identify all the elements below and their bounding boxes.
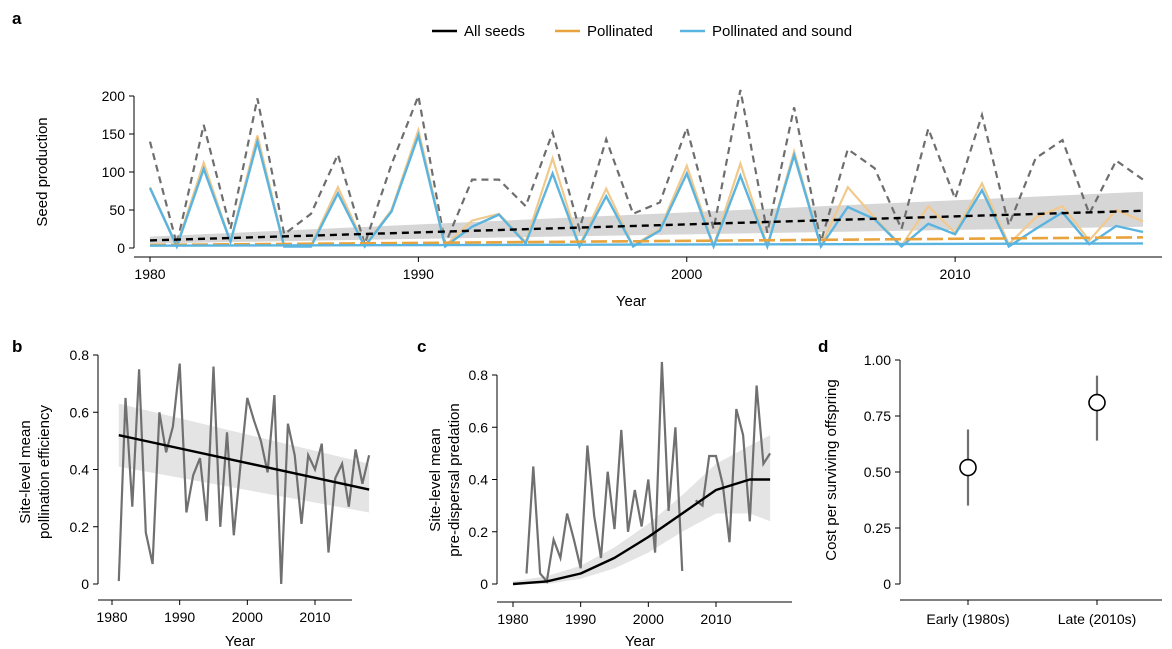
series-pollinated-sound [148, 131, 1144, 251]
x-tick-label: 1980 [96, 609, 127, 625]
trend-line [118, 433, 370, 491]
x-tick-label: 2000 [633, 611, 664, 627]
y-tick-label: 0.2 [469, 524, 489, 540]
y-tick-label: 0.50 [864, 464, 891, 480]
y-tick-label: 0.4 [469, 472, 489, 488]
panel-letter-b: b [12, 337, 22, 356]
y-tick-label: 0.75 [864, 408, 891, 424]
x-tick-label: 1990 [403, 266, 434, 282]
legend-label-all-seeds: All seeds [464, 23, 525, 40]
trend-all-seeds [149, 209, 1144, 242]
y-axis-title-line: pre-dispersal predation [446, 403, 463, 556]
x-tick-label: 2000 [671, 266, 702, 282]
panel-b-pollination-efficiency: 0 0.2 0.4 0.6 0.8 1980 1990 2000 2010 Year Site-le… [17, 347, 371, 649]
legend-label-sound: Pollinated and sound [712, 23, 852, 40]
y-tick-label: 0 [883, 576, 891, 592]
y-tick-label: 0.6 [70, 404, 90, 420]
y-axis: 0 0.25 0.50 0.75 1.00 [864, 352, 901, 592]
y-axis-title: Cost per surviving offspring [823, 379, 840, 560]
x-axis: 1980 1990 2000 2010 [134, 256, 1162, 282]
x-tick-label: 2010 [299, 609, 330, 625]
x-tick-label: 1980 [134, 266, 165, 282]
trend-pollinated [149, 236, 1144, 247]
panel-d-cost: 0 0.25 0.50 0.75 1.00 Early (1980s) Late (2010… [823, 352, 1162, 627]
y-tick-label: 50 [109, 202, 125, 218]
y-tick-label: 100 [102, 164, 126, 180]
y-axis-title: Site-level mean pollination efficiency [17, 405, 53, 539]
x-tick-label: 2010 [700, 611, 731, 627]
y-tick-label: 0.4 [70, 462, 90, 478]
y-axis: 0 50 100 150 200 [102, 88, 135, 256]
trend-band-all-seeds [150, 191, 1143, 244]
y-tick-label: 0.8 [469, 367, 489, 383]
estimate-point [1088, 393, 1106, 412]
estimate-point [959, 458, 977, 477]
series-all-seeds [148, 89, 1144, 249]
y-tick-label: 0.8 [70, 347, 90, 363]
x-tick-label: 2010 [940, 266, 971, 282]
y-axis-title: Seed production [34, 117, 51, 226]
y-axis-title-line: Site-level mean [427, 428, 444, 531]
series-predation [525, 361, 772, 584]
x-tick-label: 1990 [164, 609, 195, 625]
panel-letter-c: c [417, 337, 426, 356]
x-axis: 1980 1990 2000 2010 [497, 601, 792, 627]
y-axis-title-line: pollination efficiency [36, 405, 53, 539]
y-tick-label: 0.25 [864, 520, 891, 536]
y-axis-title: Site-level mean pre-dispersal predation [427, 403, 463, 556]
trend-band [118, 403, 370, 513]
y-axis-title-line: Site-level mean [17, 420, 34, 523]
y-tick-label: 0 [480, 576, 488, 592]
x-tick-label: 1990 [565, 611, 596, 627]
x-axis-title: Year [616, 293, 646, 310]
panel-c-predation: 0 0.2 0.4 0.6 0.8 1980 1990 2000 2010 Year Site-le… [427, 361, 792, 649]
y-tick-label: 0.2 [70, 519, 90, 535]
x-tick-label: Early (1980s) [926, 611, 1009, 627]
x-axis: 1980 1990 2000 2010 [96, 599, 352, 625]
y-axis: 0 0.2 0.4 0.6 0.8 [70, 347, 99, 592]
x-tick-label: 1980 [497, 611, 528, 627]
trend-pollinated-sound [149, 242, 1144, 247]
x-axis: Early (1980s) Late (2010s) [900, 599, 1162, 627]
y-tick-label: 200 [102, 88, 126, 104]
y-tick-label: 0.6 [469, 419, 489, 435]
legend: All seeds Pollinated Pollinated and soun… [432, 23, 852, 40]
legend-label-pollinated: Pollinated [587, 23, 653, 40]
y-tick-label: 0 [81, 576, 89, 592]
y-tick-label: 0 [117, 240, 125, 256]
trend-curve [512, 478, 771, 586]
x-axis-title: Year [625, 633, 655, 649]
panel-a-seed-production: 0 50 100 150 200 1980 1990 2000 2010 Year Seed pro… [34, 88, 1162, 310]
x-axis-title: Year [225, 633, 255, 649]
x-tick-label: Late (2010s) [1058, 611, 1137, 627]
y-tick-label: 1.00 [864, 352, 891, 368]
y-tick-label: 150 [102, 126, 126, 142]
y-axis: 0 0.2 0.4 0.6 0.8 [469, 367, 498, 592]
series-efficiency [117, 363, 371, 585]
panel-letter-a: a [12, 9, 22, 28]
panel-letter-d: d [818, 337, 828, 356]
x-tick-label: 2000 [232, 609, 263, 625]
